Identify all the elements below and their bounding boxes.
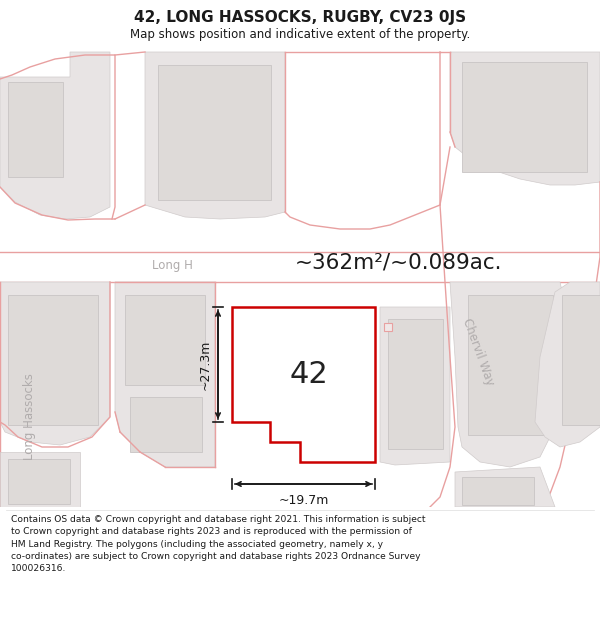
Bar [125, 295, 205, 385]
Polygon shape [535, 282, 600, 447]
Text: Contains OS data © Crown copyright and database right 2021. This information is : Contains OS data © Crown copyright and d… [11, 515, 425, 573]
Bar [384, 323, 392, 331]
Polygon shape [0, 452, 80, 507]
Bar [130, 397, 202, 452]
Text: ~19.7m: ~19.7m [278, 494, 329, 507]
Text: ~27.3m: ~27.3m [199, 339, 212, 390]
Bar [562, 295, 600, 425]
Polygon shape [115, 282, 215, 467]
Polygon shape [455, 467, 555, 507]
Text: ~362m²/~0.089ac.: ~362m²/~0.089ac. [295, 252, 503, 272]
Text: Map shows position and indicative extent of the property.: Map shows position and indicative extent… [130, 28, 470, 41]
Polygon shape [380, 307, 450, 465]
Polygon shape [450, 52, 600, 185]
Polygon shape [450, 282, 570, 467]
Text: 42, LONG HASSOCKS, RUGBY, CV23 0JS: 42, LONG HASSOCKS, RUGBY, CV23 0JS [134, 11, 466, 26]
Polygon shape [0, 52, 110, 219]
Bar [462, 62, 587, 172]
Bar [468, 295, 553, 435]
Text: Long Hassocks: Long Hassocks [23, 374, 37, 461]
Polygon shape [145, 52, 285, 219]
Bar [388, 319, 443, 449]
Bar [8, 295, 98, 425]
Bar [462, 477, 534, 505]
Polygon shape [232, 307, 375, 462]
Bar [8, 459, 70, 504]
Bar [158, 65, 271, 200]
Polygon shape [0, 282, 110, 445]
Text: Long H: Long H [152, 259, 193, 271]
Bar [8, 82, 63, 177]
Text: Chervil Way: Chervil Way [460, 317, 496, 388]
Text: 42: 42 [289, 360, 328, 389]
